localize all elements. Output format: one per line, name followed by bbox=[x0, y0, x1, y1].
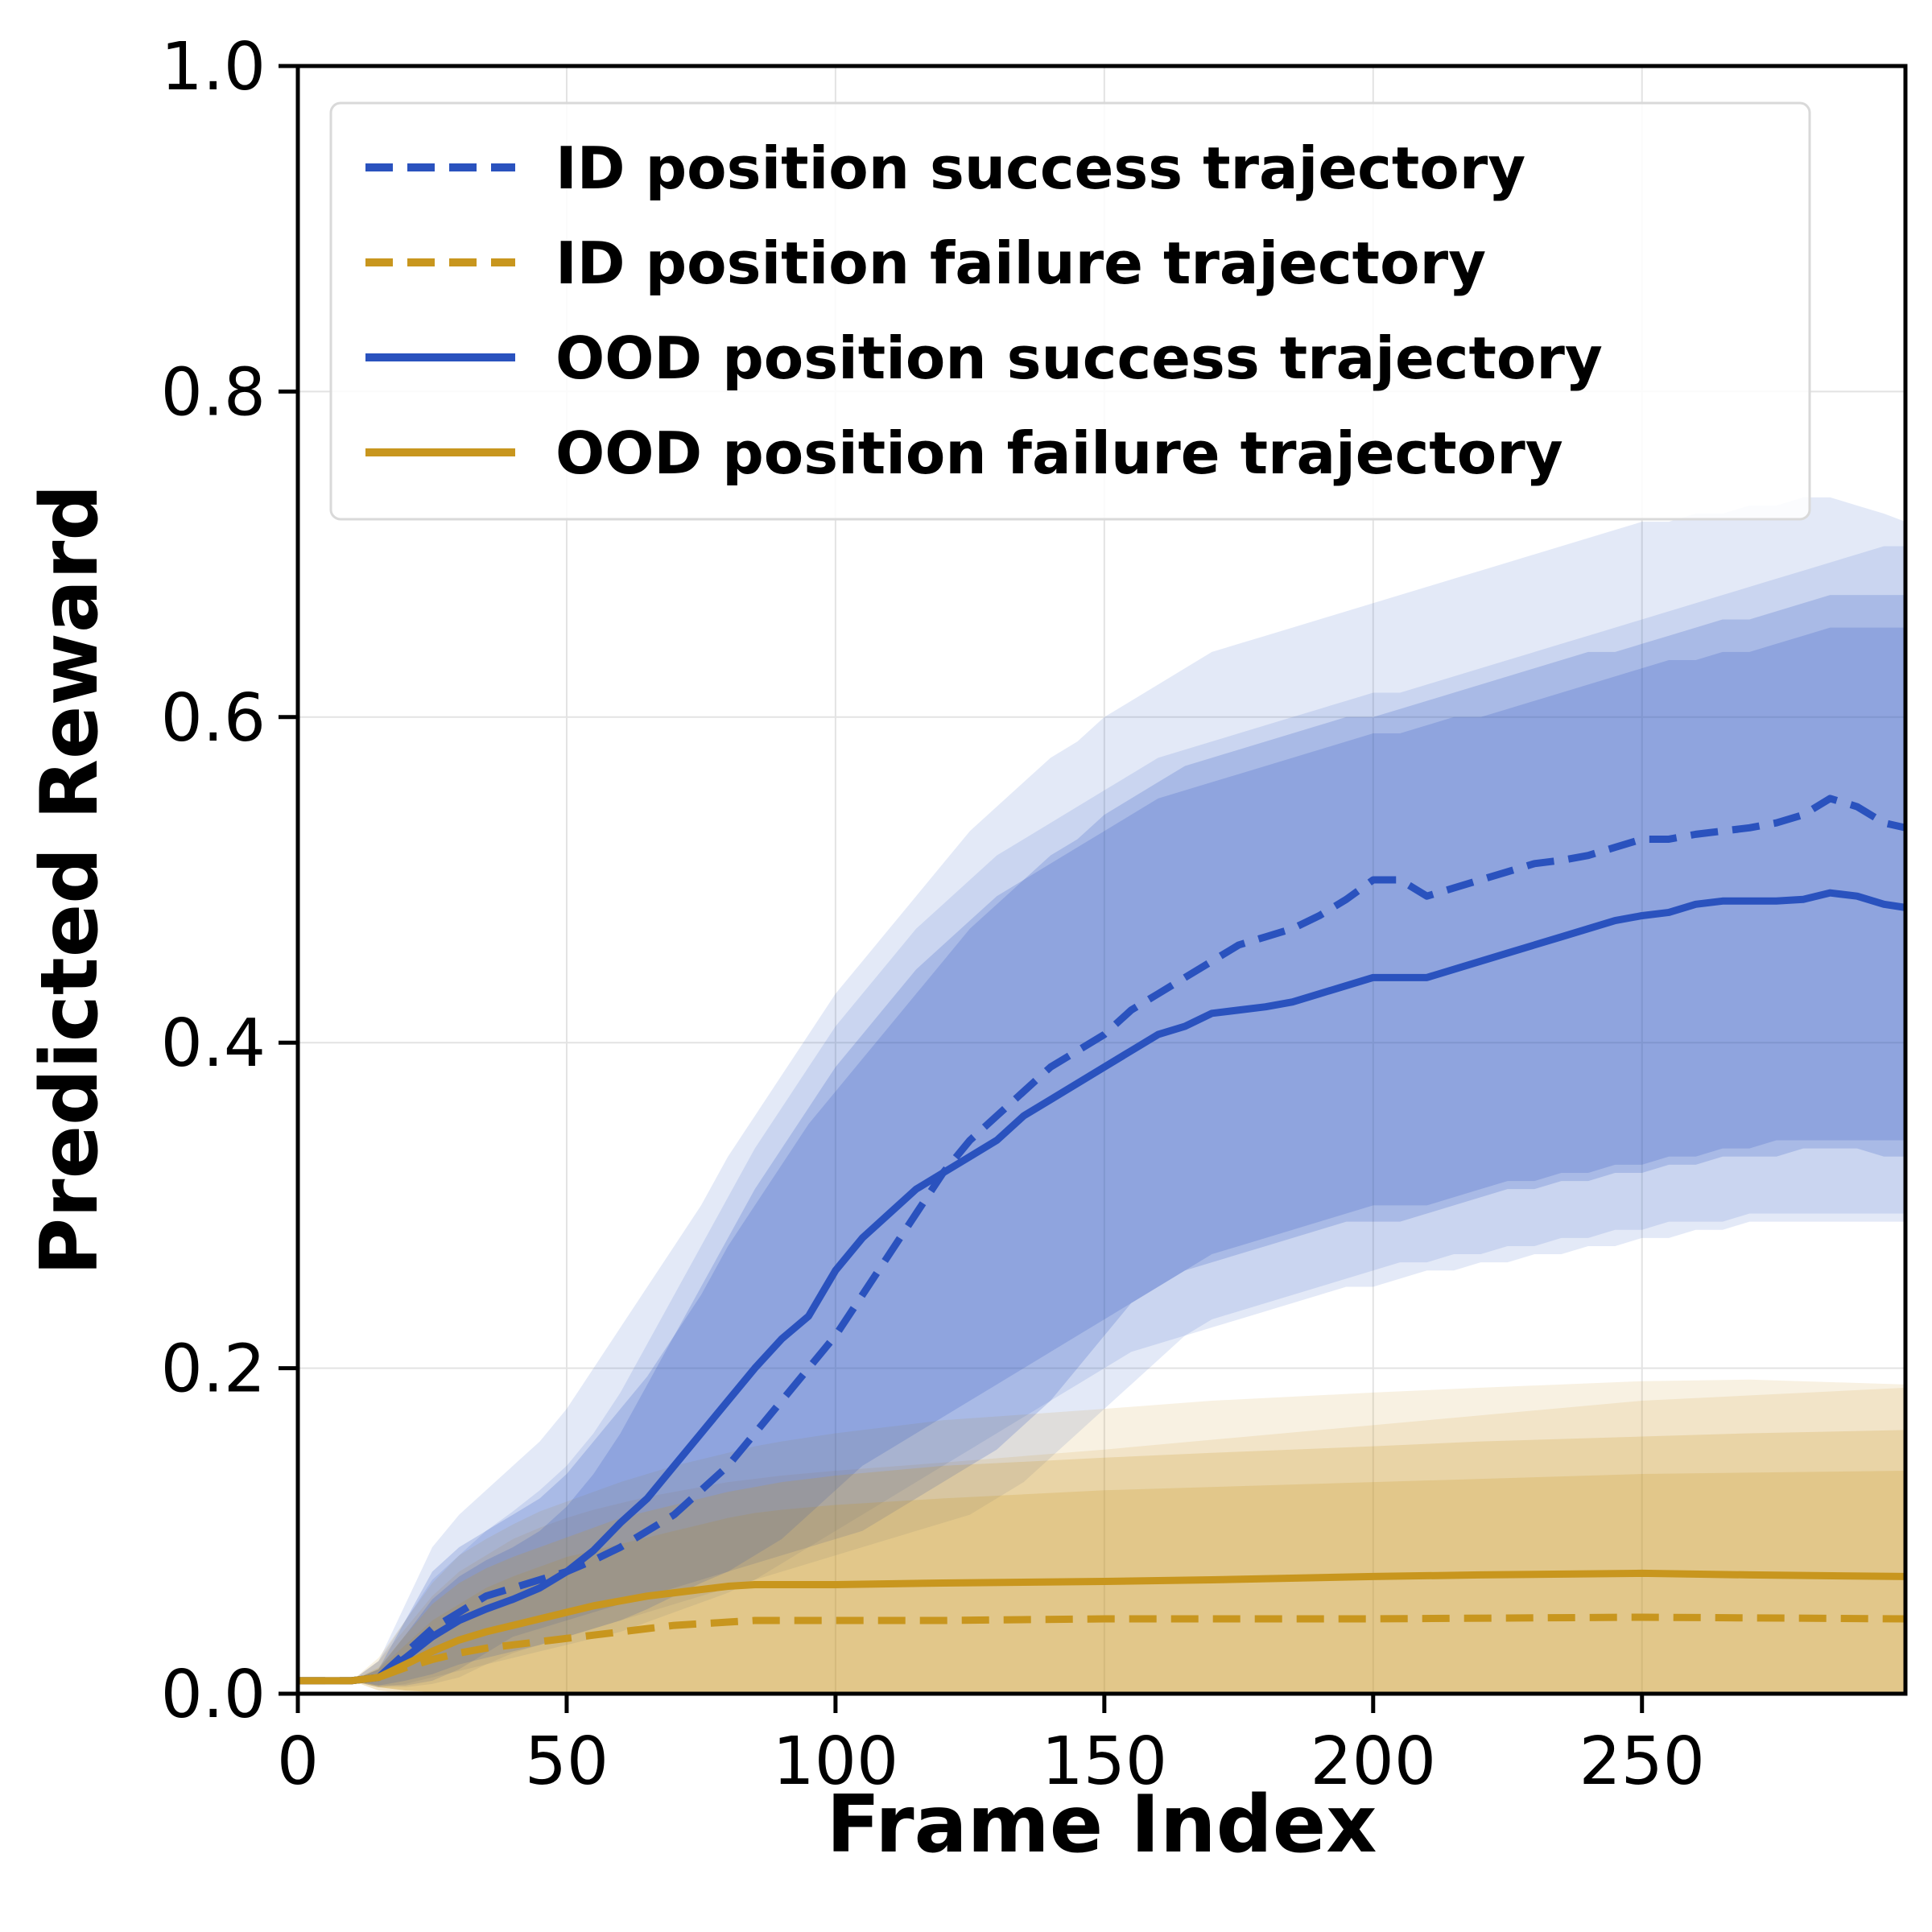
legend-entry-id-position-success-trajectory: ID position success trajectory bbox=[365, 134, 1525, 202]
y-tick-label: 0.8 bbox=[161, 354, 266, 431]
legend-box bbox=[329, 101, 1811, 521]
id-position-success-trajectory-inner-band bbox=[298, 595, 1905, 1686]
ood-position-failure-trajectory-outer-band bbox=[298, 1379, 1905, 1694]
id-position-failure-trajectory-line bbox=[298, 1613, 1906, 1685]
confidence-bands bbox=[298, 497, 1905, 1694]
y-tick-label: 0.4 bbox=[161, 1005, 266, 1082]
legend-label: ID position success trajectory bbox=[555, 134, 1525, 202]
legend: ID position success trajectory ID positio… bbox=[329, 101, 1811, 521]
legend-entries: ID position success trajectory ID positio… bbox=[365, 134, 1603, 487]
legend-label: OOD position success trajectory bbox=[555, 324, 1603, 392]
y-axis-title: Predicted Reward bbox=[24, 484, 116, 1275]
x-tick-label: 50 bbox=[525, 1724, 609, 1800]
x-axis-title: Frame Index bbox=[827, 1779, 1377, 1871]
ood-position-success-trajectory-inner-band bbox=[298, 627, 1905, 1686]
series-lines bbox=[298, 795, 1906, 1685]
ood-position-failure-trajectory-inner-band bbox=[298, 1430, 1905, 1692]
legend-entry-ood-position-success-trajectory: OOD position success trajectory bbox=[365, 324, 1603, 392]
x-tick-label: 100 bbox=[773, 1724, 899, 1800]
y-tick-label: 0.2 bbox=[161, 1331, 266, 1408]
ood-position-success-trajectory-outer-band bbox=[298, 546, 1905, 1687]
plot-frame bbox=[295, 64, 1908, 1696]
y-tick-label: 0.0 bbox=[161, 1657, 266, 1733]
axis-ticks: 0 50 100 150 200 250 0.0 0.2 0.4 0.6 0.8 1.0 bbox=[161, 29, 1705, 1800]
id-position-success-trajectory-line bbox=[298, 795, 1906, 1685]
legend-entry-ood-position-failure-trajectory: OOD position failure trajectory bbox=[365, 419, 1563, 487]
id-position-failure-trajectory-outer-band bbox=[298, 1387, 1905, 1694]
ood-position-success-trajectory-line bbox=[298, 889, 1906, 1685]
x-tick-label: 250 bbox=[1579, 1724, 1705, 1800]
legend-label: OOD position failure trajectory bbox=[555, 419, 1563, 487]
y-tick-label: 1.0 bbox=[161, 29, 266, 105]
y-tick-label: 0.6 bbox=[161, 680, 266, 757]
ood-position-failure-trajectory-line bbox=[298, 1569, 1906, 1685]
legend-label: ID position failure trajectory bbox=[555, 229, 1486, 297]
x-tick-label: 200 bbox=[1311, 1724, 1437, 1800]
id-position-success-trajectory-outer-band bbox=[298, 497, 1905, 1687]
x-tick-label: 150 bbox=[1042, 1724, 1168, 1800]
legend-entry-id-position-failure-trajectory: ID position failure trajectory bbox=[365, 229, 1486, 297]
x-tick-label: 0 bbox=[277, 1724, 319, 1800]
